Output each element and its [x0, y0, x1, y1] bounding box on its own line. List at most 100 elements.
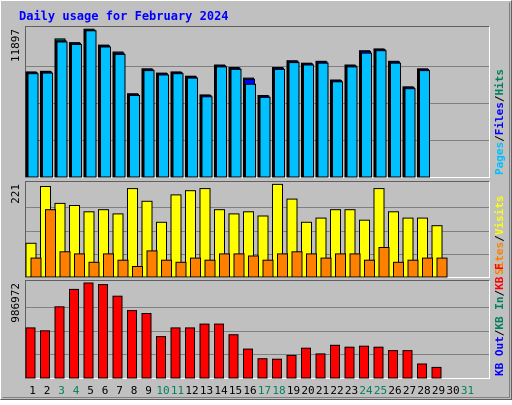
bar-kb-f-day-4	[69, 288, 79, 379]
x-tick-label-day-9: 9	[145, 384, 152, 397]
y-max-label: 221	[9, 184, 22, 204]
bar-kb-f-day-10	[156, 336, 166, 379]
bar-pages-day-6	[100, 46, 111, 178]
x-tick-label-day-27: 27	[403, 384, 416, 397]
panel-border-light	[25, 280, 490, 379]
bar-kb-f-day-20	[301, 347, 311, 379]
x-tick-label-day-17: 17	[258, 384, 271, 397]
bar-sites-day-3	[59, 251, 71, 278]
frame-inner-shadow	[2, 2, 510, 398]
y-max-label: 986972	[9, 283, 22, 323]
x-tick-label-day-3: 3	[58, 384, 65, 397]
bar-pages-day-24	[361, 52, 372, 178]
bar-sites-day-7	[117, 259, 129, 278]
bar-sites-day-22	[335, 253, 346, 278]
bar-sites-day-28	[422, 257, 433, 278]
bar-pages-day-20	[303, 64, 314, 178]
bar-pages-day-17	[259, 96, 271, 178]
legend-entry: KB Out	[493, 336, 506, 376]
bar-visits-day-8	[127, 188, 138, 278]
bar-kb-f-day-13	[199, 323, 210, 379]
bar-kb-f-day-9	[141, 313, 152, 379]
bar-sites-day-17	[262, 259, 274, 278]
bar-sites-day-15	[233, 253, 245, 278]
bar-pages-day-11	[172, 73, 184, 178]
bar-sites-day-29	[436, 257, 448, 278]
x-tick-label-day-8: 8	[131, 384, 138, 397]
bar-pages-day-23	[346, 66, 358, 178]
legend-entry: /	[493, 95, 506, 102]
bar-kb-f-day-11	[170, 327, 181, 379]
bar-kb-f-day-21	[315, 353, 326, 379]
bar-sites-day-19	[291, 251, 303, 278]
x-tick-label-day-5: 5	[87, 384, 94, 397]
x-tick-label-day-15: 15	[229, 384, 242, 397]
x-axis-day-labels: 1 2 3 4 5 6 7 8 9 10 11 12 13 14 15 16 17 18 19 20 21 22 23 24 2…	[29, 384, 474, 397]
bar-pages-day-8	[129, 95, 140, 178]
bar-sites-day-18	[277, 253, 288, 278]
x-tick-label-day-30: 30	[446, 384, 459, 397]
bar-pages-day-7	[114, 54, 126, 178]
bar-pages-day-12	[187, 77, 198, 178]
x-tick-label-day-6: 6	[102, 384, 109, 397]
x-tick-label-day-4: 4	[73, 384, 80, 397]
legend-entry: /	[493, 235, 506, 242]
x-tick-label-day-31: 31	[461, 384, 474, 397]
bar-pages-day-18	[274, 68, 285, 178]
bar-pages-day-28	[419, 70, 430, 178]
x-tick-label-day-13: 13	[200, 384, 213, 397]
legend-entry: /	[493, 329, 506, 336]
bar-sites-day-14	[219, 253, 230, 278]
bar-pages-day-25	[375, 50, 387, 178]
panel-background	[25, 280, 489, 378]
bar-pages-day-26	[390, 62, 401, 178]
bar-pages-day-14	[216, 66, 227, 178]
x-tick-label-day-25: 25	[374, 384, 387, 397]
x-tick-label-day-20: 20	[301, 384, 314, 397]
bar-pages-day-22	[332, 81, 343, 178]
bar-sites-day-6	[103, 253, 114, 278]
x-tick-label-day-24: 24	[359, 384, 373, 397]
legend-entry: KB F	[493, 263, 506, 290]
bar-sites-day-26	[393, 261, 404, 278]
x-tick-label-day-21: 21	[316, 384, 329, 397]
bar-kb-f-day-1	[25, 327, 36, 379]
bar-pages-day-9	[143, 70, 155, 178]
bar-pages-day-15	[230, 68, 242, 178]
bar-kb-f-day-29	[431, 366, 442, 379]
bar-sites-day-1	[30, 257, 42, 278]
bar-kb-f-day-19	[286, 354, 297, 379]
bar-kb-f-day-12	[185, 327, 195, 379]
bar-sites-day-23	[349, 253, 361, 278]
legend-entry: Sites	[493, 242, 506, 275]
bar-pages-day-16	[245, 83, 256, 178]
bar-kb-f-day-16	[243, 348, 253, 379]
x-tick-label-day-11: 11	[171, 384, 184, 397]
bar-kb-f-day-15	[228, 334, 239, 379]
bar-sites-day-11	[175, 261, 187, 278]
bar-sites-day-8	[132, 266, 143, 278]
legend-kbf: KB Out/KB In/KB F	[493, 263, 506, 376]
x-tick-label-day-19: 19	[287, 384, 300, 397]
bar-sites-day-27	[407, 259, 419, 278]
y-max-label: 11897	[9, 29, 22, 62]
x-tick-label-day-1: 1	[29, 384, 36, 397]
bar-sites-day-13	[204, 259, 216, 278]
bar-pages-day-10	[158, 74, 169, 178]
x-tick-label-day-10: 10	[156, 384, 169, 397]
legend-visits: Sites/Visits	[493, 196, 506, 276]
x-tick-label-day-18: 18	[272, 384, 285, 397]
bar-kb-f-day-23	[344, 346, 355, 379]
bar-sites-day-20	[306, 253, 317, 278]
series-bars	[25, 28, 430, 178]
panel-visits: 221 Sites/Visits	[9, 181, 506, 278]
bar-sites-day-21	[320, 257, 332, 278]
bar-sites-day-5	[88, 261, 100, 278]
x-tick-label-day-2: 2	[44, 384, 51, 397]
